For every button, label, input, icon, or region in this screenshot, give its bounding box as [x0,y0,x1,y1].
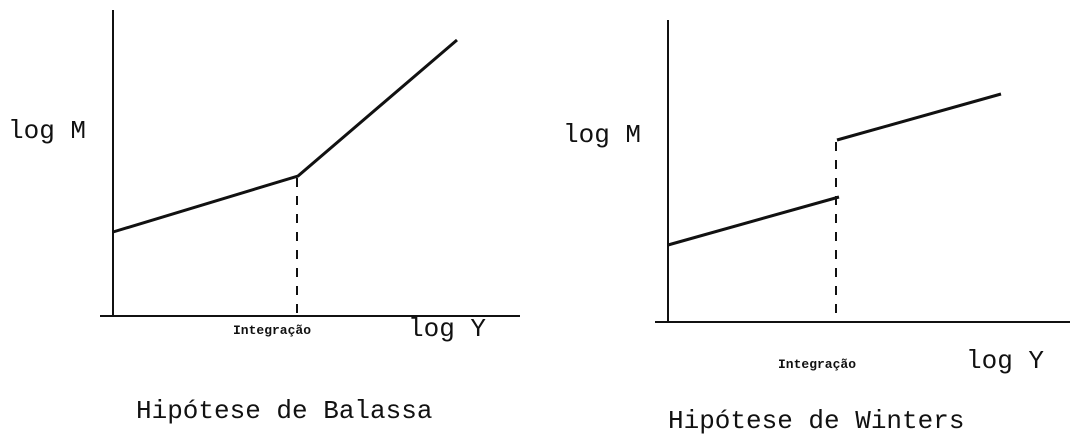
panel-winters: log M Integração log Y Hipótese de Winte… [563,20,1070,436]
caption: Hipótese de Balassa [136,396,432,426]
lower-segment [667,195,840,247]
panel-balassa: log M Integração log Y Hipótese de Balas… [8,10,520,426]
x-label: log Y [408,314,486,344]
marker-label: Integração [233,323,311,338]
upper-segment [836,92,1002,142]
y-label: log M [8,116,86,146]
x-label: log Y [966,346,1044,376]
marker-label: Integração [778,357,856,372]
caption: Hipótese de Winters [668,406,964,436]
y-label: log M [563,120,641,150]
curve [112,38,458,234]
